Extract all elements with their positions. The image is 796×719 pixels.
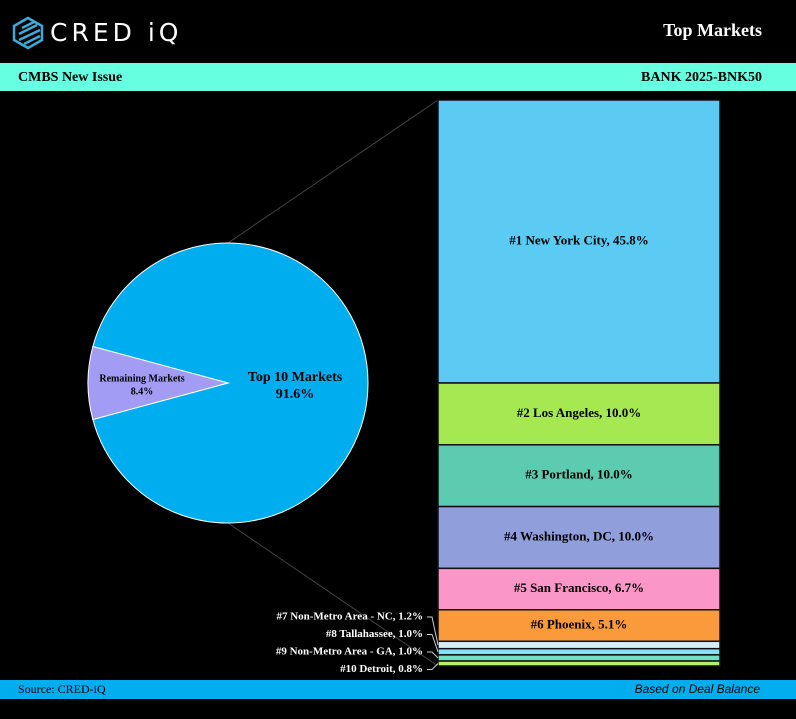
bar-segment xyxy=(437,382,721,446)
bar-segment xyxy=(437,444,721,508)
footer-note: Based on Deal Balance xyxy=(635,682,761,696)
pie-label: Remaining Markets xyxy=(99,373,184,384)
bar-label: #10 Detroit, 0.8% xyxy=(340,663,423,675)
bar-label: #4 Washington, DC, 10.0% xyxy=(504,528,654,543)
logo: CRED iQ xyxy=(50,18,182,47)
pie-label: Top 10 Markets xyxy=(248,370,343,385)
bar-segment xyxy=(437,640,721,650)
bar-label: #2 Los Angeles, 10.0% xyxy=(517,405,642,420)
bar-segment xyxy=(437,647,721,656)
leader-line xyxy=(427,616,439,646)
bar-segment xyxy=(437,660,721,667)
logo-icon xyxy=(12,16,44,50)
bar-segment xyxy=(437,567,721,611)
subheader-right: BANK 2025-BNK50 xyxy=(641,70,762,85)
pie-value-label: 8.4% xyxy=(131,386,154,397)
pie-slice xyxy=(92,242,369,524)
bar-segment xyxy=(437,654,721,662)
bar-label: #1 New York City, 45.8% xyxy=(509,232,649,247)
footer-source: Source: CRED-iQ xyxy=(18,682,106,696)
bar-segment xyxy=(437,99,721,384)
connector xyxy=(227,522,439,667)
leader-line xyxy=(427,651,439,659)
bar-segment xyxy=(437,609,721,643)
bar-label: #5 San Francisco, 6.7% xyxy=(514,580,644,595)
page-title: Top Markets xyxy=(663,20,762,40)
footer-band xyxy=(0,680,796,699)
subheader-left: CMBS New Issue xyxy=(18,70,122,85)
bar-segment xyxy=(437,505,721,570)
bar-label: #7 Non-Metro Area - NC, 1.2% xyxy=(276,611,423,623)
connector xyxy=(227,99,439,244)
bar-label: #8 Tallahassee, 1.0% xyxy=(326,628,423,640)
subheader-band xyxy=(0,63,796,91)
bar-label: #6 Phoenix, 5.1% xyxy=(531,617,628,632)
leader-line xyxy=(427,663,439,670)
pie-slice xyxy=(87,345,230,421)
bar-label: #9 Non-Metro Area - GA, 1.0% xyxy=(276,646,423,658)
pie-value-label: 91.6% xyxy=(276,387,315,402)
bar-label: #3 Portland, 10.0% xyxy=(525,467,633,482)
leader-line xyxy=(427,634,439,652)
